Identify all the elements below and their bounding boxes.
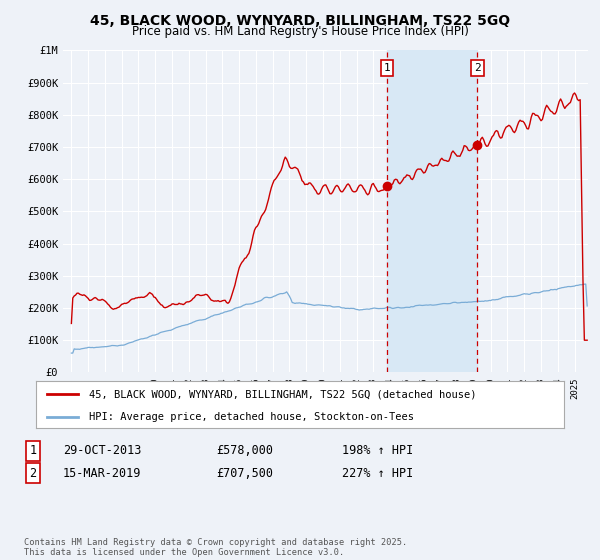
Text: 45, BLACK WOOD, WYNYARD, BILLINGHAM, TS22 5GQ: 45, BLACK WOOD, WYNYARD, BILLINGHAM, TS2… <box>90 14 510 28</box>
Text: 1: 1 <box>29 444 37 458</box>
Text: 45, BLACK WOOD, WYNYARD, BILLINGHAM, TS22 5GQ (detached house): 45, BLACK WOOD, WYNYARD, BILLINGHAM, TS2… <box>89 389 476 399</box>
Text: 29-OCT-2013: 29-OCT-2013 <box>63 444 142 458</box>
Text: £707,500: £707,500 <box>216 466 273 480</box>
Text: 2: 2 <box>29 466 37 480</box>
Text: HPI: Average price, detached house, Stockton-on-Tees: HPI: Average price, detached house, Stoc… <box>89 412 414 422</box>
Text: Price paid vs. HM Land Registry's House Price Index (HPI): Price paid vs. HM Land Registry's House … <box>131 25 469 38</box>
Text: 227% ↑ HPI: 227% ↑ HPI <box>342 466 413 480</box>
Bar <box>387 50 478 372</box>
Text: 15-MAR-2019: 15-MAR-2019 <box>63 466 142 480</box>
Text: 2: 2 <box>474 63 481 73</box>
Text: £578,000: £578,000 <box>216 444 273 458</box>
Text: 198% ↑ HPI: 198% ↑ HPI <box>342 444 413 458</box>
Text: Contains HM Land Registry data © Crown copyright and database right 2025.
This d: Contains HM Land Registry data © Crown c… <box>24 538 407 557</box>
Text: 1: 1 <box>384 63 391 73</box>
